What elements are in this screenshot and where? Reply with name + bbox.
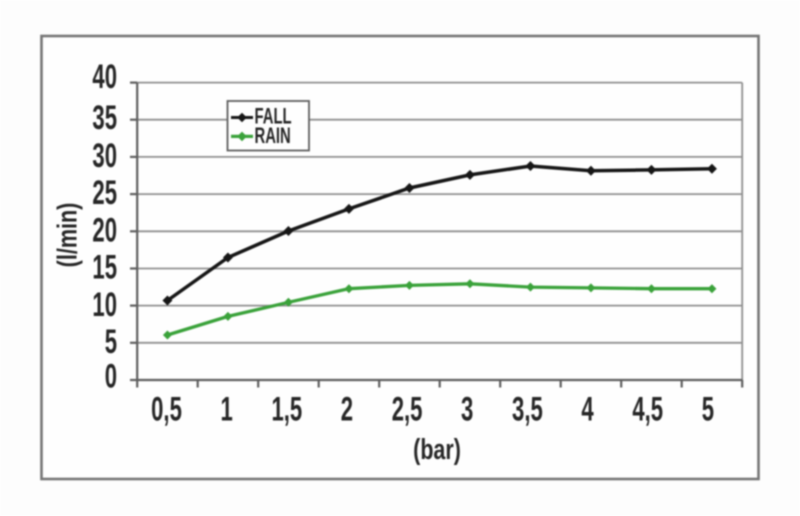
svg-text:(l/min): (l/min) <box>52 203 83 268</box>
svg-text:25: 25 <box>92 175 117 213</box>
svg-text:(bar): (bar) <box>413 434 461 466</box>
svg-text:2,5: 2,5 <box>392 391 423 429</box>
svg-text:5: 5 <box>702 391 714 429</box>
svg-text:0,5: 0,5 <box>151 391 182 429</box>
svg-text:35: 35 <box>92 99 117 137</box>
svg-text:5: 5 <box>105 323 117 361</box>
svg-text:0: 0 <box>105 358 117 396</box>
svg-text:20: 20 <box>92 212 117 250</box>
svg-text:10: 10 <box>92 286 117 324</box>
svg-text:1,5: 1,5 <box>271 391 302 429</box>
svg-text:4: 4 <box>581 391 593 429</box>
svg-text:15: 15 <box>92 249 117 287</box>
svg-text:FALL: FALL <box>255 105 292 130</box>
svg-text:1: 1 <box>221 391 233 429</box>
svg-text:4,5: 4,5 <box>632 391 663 429</box>
svg-text:40: 40 <box>92 59 117 97</box>
svg-text:3,5: 3,5 <box>512 391 543 429</box>
svg-text:RAIN: RAIN <box>255 124 291 149</box>
svg-text:3: 3 <box>461 391 473 429</box>
svg-text:2: 2 <box>341 391 353 429</box>
svg-text:30: 30 <box>92 137 117 175</box>
